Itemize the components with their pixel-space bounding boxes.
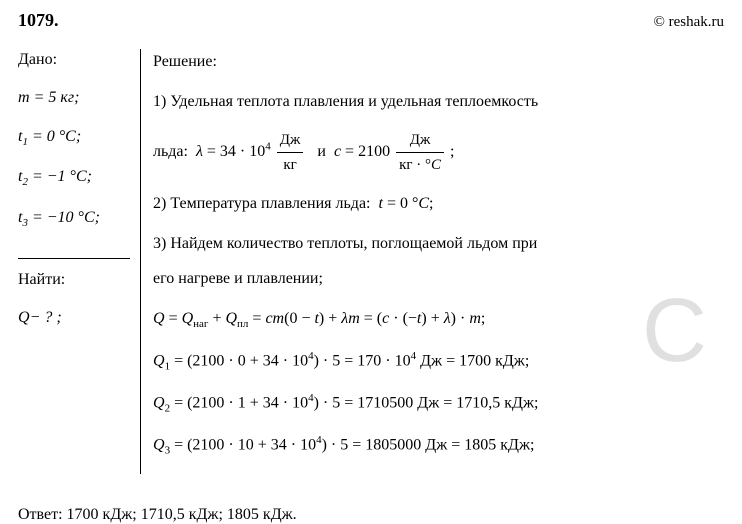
step3-line1: 3) Найдем количество теплоты, поглощаемо… (153, 231, 724, 257)
step1-text: 1) Удельная теплота плавления и удельная… (153, 89, 724, 115)
formula-q: Q = Qнаг + Qпл = cm(0 − t) + λm = (c · (… (153, 306, 724, 334)
given-mass: m = 5 кг; (18, 87, 130, 109)
step3-line2: его нагреве и плавлении; (153, 266, 724, 292)
given-t2: t2 = −1 °C; (18, 166, 130, 191)
step1-suffix: ; (450, 143, 454, 160)
frac-c-num: Дж (396, 128, 444, 153)
frac-lambda-den: кг (277, 153, 304, 177)
main-content: Дано: m = 5 кг; t1 = 0 °C; t2 = −1 °C; t… (18, 49, 724, 474)
given-t1: t1 = 0 °C; (18, 126, 130, 151)
q1: Q1 = (2100 · 0 + 34 · 104) · 5 = 170 · 1… (153, 348, 724, 376)
step1-prefix: льда: λ = 34 · 104 (153, 143, 275, 160)
answer-section: Ответ: 1700 кДж; 1710,5 кДж; 1805 кДж. (18, 502, 724, 524)
frac-c: Дж кг · °C (396, 128, 444, 177)
q2: Q2 = (2100 · 1 + 34 · 104) · 5 = 1710500… (153, 390, 724, 418)
step1-and: и c = 2100 (309, 143, 394, 160)
copyright: © reshak.ru (653, 14, 724, 31)
left-column: Дано: m = 5 кг; t1 = 0 °C; t2 = −1 °C; t… (18, 49, 140, 474)
q3: Q3 = (2100 · 10 + 34 · 104) · 5 = 180500… (153, 432, 724, 460)
frac-lambda-num: Дж (277, 128, 304, 153)
header: 1079. © reshak.ru (18, 10, 724, 31)
step1-formula: льда: λ = 34 · 104 Дж кг и c = 2100 Дж к… (153, 128, 724, 177)
step2: 2) Температура плавления льда: t = 0 °C; (153, 191, 724, 217)
find-section: Найти: Q− ? ; (18, 258, 130, 330)
given-t3: t3 = −10 °C; (18, 207, 130, 232)
problem-number: 1079. (18, 10, 59, 31)
given-section: Дано: m = 5 кг; t1 = 0 °C; t2 = −1 °C; t… (18, 49, 130, 258)
find-q: Q− ? ; (18, 307, 130, 329)
answer-text: Ответ: 1700 кДж; 1710,5 кДж; 1805 кДж. (18, 506, 297, 523)
find-title: Найти: (18, 269, 130, 291)
frac-lambda: Дж кг (277, 128, 304, 177)
frac-c-den: кг · °C (396, 153, 444, 177)
given-title: Дано: (18, 49, 130, 71)
solution-title: Решение: (153, 49, 724, 75)
right-column: Решение: 1) Удельная теплота плавления и… (140, 49, 724, 474)
